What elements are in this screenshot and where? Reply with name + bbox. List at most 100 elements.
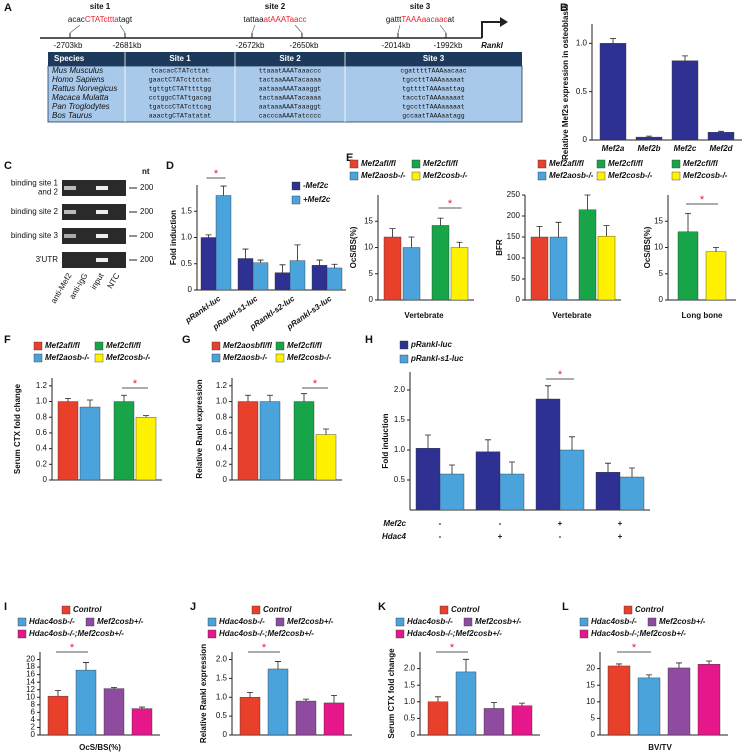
y-axis-label: Relative Rankl expression (195, 379, 204, 478)
y-tick-label: 0 (516, 295, 521, 304)
legend-label: Mef2afl/fl (45, 341, 80, 350)
bar (402, 247, 421, 301)
y-tick-label: 0 (223, 730, 228, 739)
error-bar (331, 694, 337, 703)
bar (705, 251, 727, 301)
legend-label: Mef2cosb+/- (287, 617, 334, 626)
y-axis-label: Serum CTX fold change (13, 383, 22, 474)
legend-label: Mef2afl/fl (549, 159, 584, 168)
table-sequence: tcacacCTATcttat (151, 68, 210, 75)
y-axis-label: Fold induction (381, 413, 390, 468)
y-tick-label: 2 (31, 723, 36, 732)
y-tick-label: 0.5 (576, 87, 588, 96)
panel-label: D (166, 160, 174, 172)
bar (697, 664, 721, 736)
legend-swatch (439, 605, 449, 615)
y-axis-label: BFR (495, 239, 504, 256)
site-start: -2014kb (382, 41, 411, 50)
legend-swatch (579, 617, 589, 627)
error-bar (331, 263, 338, 268)
y-tick-label: 0.8 (36, 412, 48, 421)
site-start: -2703kb (54, 41, 83, 50)
legend-swatch (395, 617, 405, 627)
y-tick-label: 1.5 (404, 680, 416, 689)
bar (315, 434, 337, 481)
site-label: site 3 (410, 2, 431, 11)
y-tick-label: 10 (586, 697, 595, 706)
panel-label: L (562, 601, 569, 613)
sequence-part: at (448, 15, 455, 24)
y-tick-label: 0.8 (216, 412, 228, 421)
species-name: Pan Troglodytes (52, 102, 110, 111)
legend-label: Mef2cosb+/- (475, 617, 522, 626)
species-name: Rattus Norvegicus (52, 84, 117, 93)
legend-label: Mef2afl/fl (361, 159, 396, 168)
y-tick-label: 0 (188, 285, 193, 294)
y-tick-label: 15 (654, 216, 663, 225)
legend-label: Mef2cfl/fl (608, 159, 643, 168)
error-bar (267, 394, 273, 402)
error-bar (437, 217, 444, 226)
legend-label: Mef2cosb+/- (659, 617, 706, 626)
bar (239, 697, 261, 736)
legend-label: pRankl-luc (410, 340, 452, 349)
gel-row-label: 3'UTR (36, 255, 59, 264)
bar (677, 231, 699, 301)
x-tick-label: Mef2a (602, 144, 625, 153)
legend-swatch (411, 171, 421, 181)
legend-label: Control (263, 605, 292, 614)
legend-swatch (211, 341, 221, 351)
legend-label: Control (635, 605, 664, 614)
condition-value: + (498, 532, 503, 541)
legend-swatch (275, 353, 285, 363)
legend-label: -Mef2c (303, 181, 329, 190)
bar (511, 705, 533, 736)
legend-swatch (61, 605, 71, 615)
bar (578, 209, 597, 301)
table-sequence: tactaaAAATacaaaa (259, 95, 322, 102)
table-sequence: gaactCTATcttctac (149, 77, 212, 84)
legend-label: Mef2aosb-/- (549, 171, 594, 180)
y-tick-label: 5 (659, 269, 664, 278)
y-tick-label: 8 (31, 700, 36, 709)
legend-label: Hdac4osb-/- (219, 617, 265, 626)
x-axis-label: Vertebrate (552, 311, 592, 320)
legend-label: +Mef2c (303, 195, 331, 204)
y-tick-label: 0.4 (216, 444, 228, 453)
species-name: Bos Taurus (52, 111, 92, 120)
site-sequence: gatttTAAAaacaacat (386, 15, 455, 24)
error-bar (629, 467, 635, 477)
condition-value: + (618, 532, 623, 541)
y-tick-label: 1.5 (394, 415, 406, 424)
y-axis-label: Relative Mef2s expression in osteoblasts (561, 3, 570, 160)
error-bar (301, 393, 307, 402)
size-unit: nt (142, 167, 150, 176)
table-sequence: tacctcTAAAaaaaat (402, 95, 465, 102)
y-tick-label: 16 (26, 670, 35, 679)
y-tick-label: 1.2 (36, 381, 48, 390)
legend-label: Hdac4osb-/- (591, 617, 637, 626)
table-sequence: tgccttTAAAaaaaat (402, 104, 465, 111)
y-tick-label: 10 (26, 692, 35, 701)
y-tick-label: 1.0 (181, 233, 193, 242)
tss-arrow (481, 21, 500, 38)
y-tick-label: 0.2 (36, 459, 48, 468)
y-tick-label: 2.0 (404, 664, 416, 673)
size-label: 200 (140, 255, 154, 264)
legend-swatch (251, 605, 261, 615)
y-tick-label: 0 (43, 475, 48, 484)
legend-swatch (17, 617, 27, 627)
legend-swatch (399, 354, 409, 364)
bar (289, 260, 306, 291)
bar (530, 236, 549, 301)
x-tick-label: Mef2b (637, 144, 660, 153)
error-bar (491, 702, 497, 709)
error-bar (65, 398, 71, 402)
y-tick-label: 0.5 (216, 711, 228, 720)
significance-star: * (133, 378, 138, 390)
error-bar (706, 660, 712, 665)
legend-swatch (537, 159, 547, 169)
y-tick-label: 0 (369, 295, 374, 304)
error-bar (485, 439, 491, 452)
